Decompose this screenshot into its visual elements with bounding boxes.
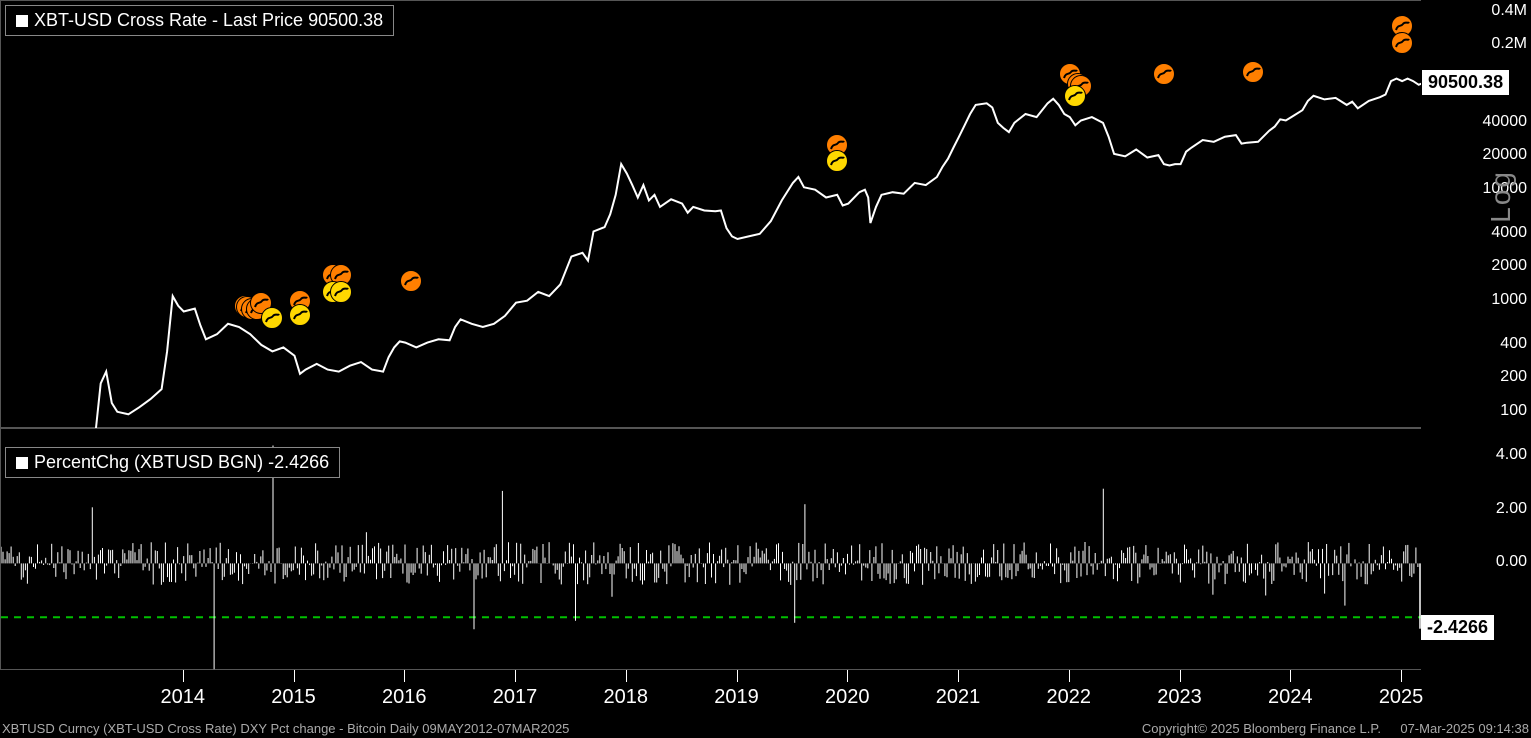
- y-tick-label: 100: [1500, 402, 1527, 420]
- x-axis: 2014 2015 2016 2017 2018 2019 2020 2021 2022 2023…: [0, 670, 1421, 718]
- event-marker-icon[interactable]: [1391, 32, 1413, 54]
- legend-value: -2.4266: [268, 452, 329, 472]
- x-tick-mark: [737, 670, 738, 682]
- terminal-chart: XBT-USD Cross Rate - Last Price 90500.38…: [0, 0, 1531, 738]
- x-tick-label: 2014: [160, 686, 205, 709]
- x-tick-label: 2015: [271, 686, 316, 709]
- x-tick-mark: [1180, 670, 1181, 682]
- y-tick-label: 400: [1500, 335, 1527, 353]
- x-tick-label: 2016: [382, 686, 427, 709]
- x-tick-mark: [1069, 670, 1070, 682]
- legend-text: XBT-USD Cross Rate - Last Price: [34, 10, 303, 30]
- y-tick-label: 200: [1500, 368, 1527, 386]
- legend-swatch-icon: [16, 15, 28, 27]
- event-marker-icon[interactable]: [1153, 63, 1175, 85]
- y-tick-label: 0.00: [1496, 553, 1527, 571]
- x-tick-mark: [1290, 670, 1291, 682]
- price-line-svg: [1, 1, 1422, 429]
- log-scale-label: Log: [1485, 170, 1517, 223]
- event-marker-icon[interactable]: [1064, 85, 1086, 107]
- x-tick-label: 2024: [1268, 686, 1313, 709]
- x-tick-mark: [1401, 670, 1402, 682]
- x-tick-label: 2025: [1379, 686, 1424, 709]
- y-tick-label: 0.2M: [1491, 35, 1527, 53]
- event-marker-icon[interactable]: [1242, 61, 1264, 83]
- last-price-box: 90500.38: [1421, 69, 1510, 96]
- event-marker-icon[interactable]: [826, 150, 848, 172]
- x-tick-label: 2022: [1047, 686, 1092, 709]
- y-tick-label: 2000: [1491, 257, 1527, 275]
- x-tick-label: 2018: [604, 686, 649, 709]
- event-marker-icon[interactable]: [261, 307, 283, 329]
- y-tick-label: 40000: [1483, 113, 1528, 131]
- x-tick-mark: [183, 670, 184, 682]
- event-marker-icon[interactable]: [330, 281, 352, 303]
- event-marker-icon[interactable]: [289, 304, 311, 326]
- x-tick-mark: [626, 670, 627, 682]
- x-tick-label: 2021: [936, 686, 981, 709]
- y-tick-label: 1000: [1491, 291, 1527, 309]
- footer-center: Copyright© 2025 Bloomberg Finance L.P.: [1142, 721, 1381, 736]
- y-tick-label: 2.00: [1496, 500, 1527, 518]
- pctchg-panel[interactable]: PercentChg (XBTUSD BGN) -2.4266: [0, 428, 1421, 670]
- y-tick-label: 4000: [1491, 224, 1527, 242]
- price-panel[interactable]: XBT-USD Cross Rate - Last Price 90500.38: [0, 0, 1421, 428]
- pctchg-legend: PercentChg (XBTUSD BGN) -2.4266: [5, 447, 340, 478]
- x-tick-label: 2019: [714, 686, 759, 709]
- x-tick-label: 2020: [825, 686, 870, 709]
- x-tick-mark: [294, 670, 295, 682]
- x-tick-label: 2023: [1157, 686, 1202, 709]
- y-tick-label: 0.4M: [1491, 2, 1527, 20]
- x-tick-label: 2017: [493, 686, 538, 709]
- y-tick-label: 4.00: [1496, 446, 1527, 464]
- legend-swatch-icon: [16, 457, 28, 469]
- price-legend: XBT-USD Cross Rate - Last Price 90500.38: [5, 5, 394, 36]
- x-tick-mark: [515, 670, 516, 682]
- y-tick-label: 20000: [1483, 146, 1528, 164]
- legend-value: 90500.38: [308, 10, 383, 30]
- legend-text: PercentChg (XBTUSD BGN): [34, 452, 263, 472]
- x-tick-mark: [404, 670, 405, 682]
- x-tick-mark: [958, 670, 959, 682]
- footer-right: 07-Mar-2025 09:14:38: [1400, 721, 1529, 736]
- pctchg-value-box: -2.4266: [1421, 615, 1494, 640]
- event-marker-icon[interactable]: [400, 270, 422, 292]
- footer-left: XBTUSD Curncy (XBT-USD Cross Rate) DXY P…: [2, 721, 569, 736]
- x-tick-mark: [847, 670, 848, 682]
